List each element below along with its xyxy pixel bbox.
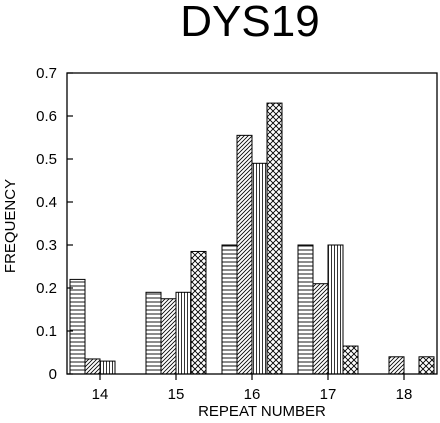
y-tick-label: 0.6 <box>36 108 57 125</box>
x-tick-label: 16 <box>244 386 261 403</box>
y-tick-label: 0.7 <box>36 65 57 82</box>
chart-title: DYS19 <box>180 0 319 46</box>
x-tick-label: 14 <box>92 386 109 403</box>
y-tick-label: 0.2 <box>36 280 57 297</box>
y-tick-label: 0.4 <box>36 194 57 211</box>
y-axis-label: FREQUENCY <box>2 179 19 273</box>
bar-16-diagonal-lines <box>236 134 253 375</box>
bar-15-crosshatch <box>190 250 207 375</box>
bar-16-crosshatch <box>266 102 283 375</box>
x-axis-label: REPEAT NUMBER <box>198 403 326 420</box>
y-tick-label: 0.5 <box>36 151 57 168</box>
y-tick-label: 0.3 <box>36 237 57 254</box>
bar-15-diagonal-lines <box>160 298 177 375</box>
y-tick-label: 0 <box>49 366 57 383</box>
bar-15-horizontal-lines <box>145 291 162 375</box>
bar-18-crosshatch <box>418 356 435 375</box>
x-tick-label: 17 <box>320 386 337 403</box>
bar-15-vertical-lines <box>175 291 192 375</box>
y-tick-label: 0.1 <box>36 323 57 340</box>
bar-16-vertical-lines <box>251 162 268 375</box>
x-tick-label: 18 <box>396 386 413 403</box>
bar-17-vertical-lines <box>327 244 344 375</box>
bar-14-vertical-lines <box>99 360 116 375</box>
bar-17-horizontal-lines <box>297 244 314 375</box>
bar-14-diagonal-lines <box>84 358 101 375</box>
bar-18-diagonal-lines <box>388 356 405 375</box>
bar-14-horizontal-lines <box>69 278 86 375</box>
bar-17-diagonal-lines <box>312 283 329 375</box>
bar-16-horizontal-lines <box>221 244 238 375</box>
bar-17-crosshatch <box>342 345 359 375</box>
x-tick-label: 15 <box>168 386 185 403</box>
